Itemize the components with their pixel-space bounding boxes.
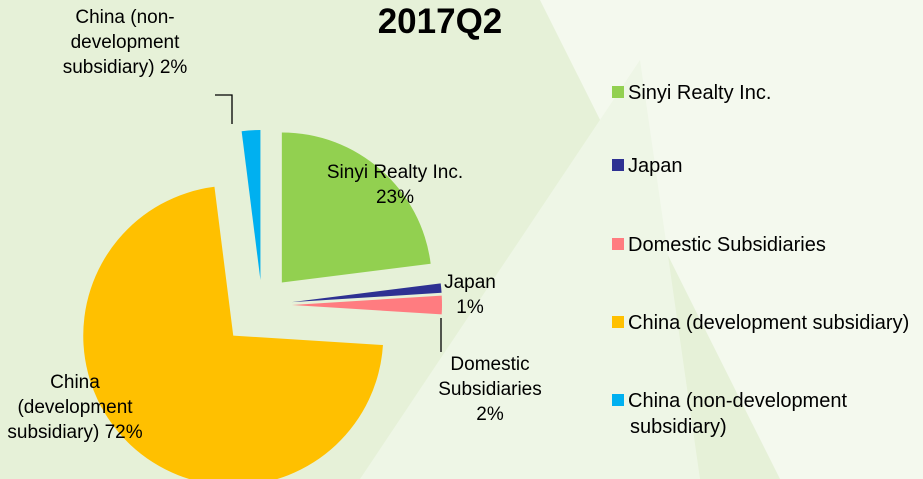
pie-slice <box>281 132 431 283</box>
legend-label: Domestic Subsidiaries <box>628 234 826 256</box>
legend-swatch <box>612 86 624 98</box>
legend-label: China (non-development subsidiary) <box>628 390 848 438</box>
legend-item: China (development subsidiary) <box>612 310 923 336</box>
leader-line <box>215 94 233 124</box>
legend-item: Japan <box>612 153 923 179</box>
data-label-category: Japan <box>444 272 496 293</box>
legend-item: Domestic Subsidiaries <box>612 232 923 258</box>
pie-slice <box>291 283 442 303</box>
data-label-value: 23% <box>375 187 415 208</box>
legend-label: Sinyi Realty Inc. <box>628 82 772 104</box>
legend-swatch <box>612 159 624 171</box>
pie-slice <box>241 130 261 281</box>
data-label-value: 1% <box>456 297 484 318</box>
data-label: Sinyi Realty Inc. 23% <box>290 160 500 210</box>
legend-item: China (non-development subsidiary) <box>612 388 923 440</box>
data-label: Japan 1% <box>430 270 510 320</box>
data-label: China (non-development subsidiary) 2% <box>40 5 210 80</box>
legend-item: Sinyi Realty Inc. <box>612 80 923 106</box>
data-label-value: 2% <box>476 404 504 425</box>
legend-swatch <box>612 394 624 406</box>
data-label-category: China (development subsidiary) <box>7 372 133 443</box>
data-label: China (development subsidiary) 72% <box>0 370 150 445</box>
pie-slice <box>83 186 383 479</box>
data-label-category: Domestic Subsidiaries <box>438 354 542 400</box>
pie-slice <box>292 295 442 315</box>
data-label-value: 2% <box>159 57 188 78</box>
data-label-category: China (non-development subsidiary) <box>62 7 180 78</box>
data-label-value: 72% <box>104 422 143 443</box>
data-label: Domestic Subsidiaries 2% <box>410 352 570 427</box>
legend-swatch <box>612 316 624 328</box>
legend-label: China (development subsidiary) <box>628 312 910 334</box>
chart-title: 2017Q2 <box>377 2 503 41</box>
legend-swatch <box>612 238 624 250</box>
data-label-category: Sinyi Realty Inc. <box>326 162 464 183</box>
legend-label: Japan <box>628 155 683 177</box>
